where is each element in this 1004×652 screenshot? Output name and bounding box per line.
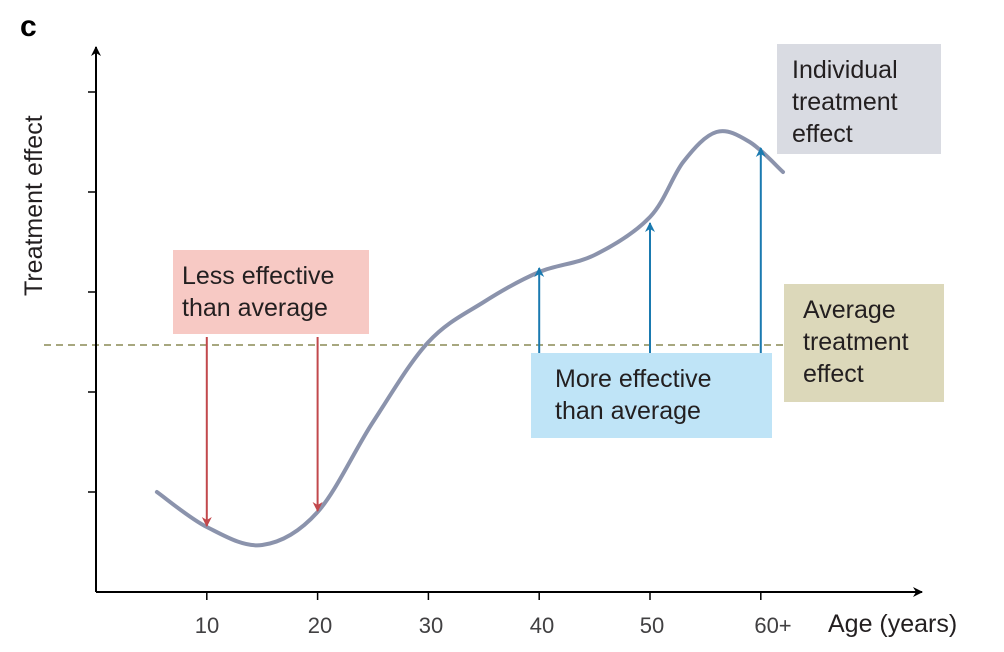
annotation-line: Individual: [792, 56, 898, 84]
x-tick-label: 20: [307, 613, 333, 638]
annotation-line: treatment: [803, 328, 909, 356]
x-tick-label: 50: [639, 613, 665, 638]
y-axis-label: Treatment effect: [20, 115, 48, 296]
annotation-line: treatment: [792, 88, 898, 116]
individual-treatment-effect-curve: [154, 129, 785, 548]
annotation-line: than average: [555, 397, 701, 425]
annotation-line: Less effective: [182, 262, 335, 290]
annotation-line: effect: [803, 360, 864, 388]
x-tick-label: 30: [418, 613, 444, 638]
x-tick-label: 60+: [754, 613, 792, 638]
average-treatment-effect-annotation: Average treatment effect: [784, 284, 944, 402]
annotation-line: Average: [803, 296, 896, 324]
less-effective-annotation: Less effective than average: [173, 250, 369, 334]
panel-label: c: [20, 10, 37, 43]
more-effective-annotation: More effective than average: [531, 353, 772, 438]
annotation-line: than average: [182, 294, 328, 322]
annotation-line: effect: [792, 120, 853, 148]
x-axis-label: Age (years): [828, 610, 958, 638]
individual-treatment-effect-annotation: Individual treatment effect: [777, 44, 941, 154]
annotation-line: More effective: [555, 365, 712, 393]
x-tick-label: 10: [194, 613, 220, 638]
x-tick-label: 40: [529, 613, 555, 638]
